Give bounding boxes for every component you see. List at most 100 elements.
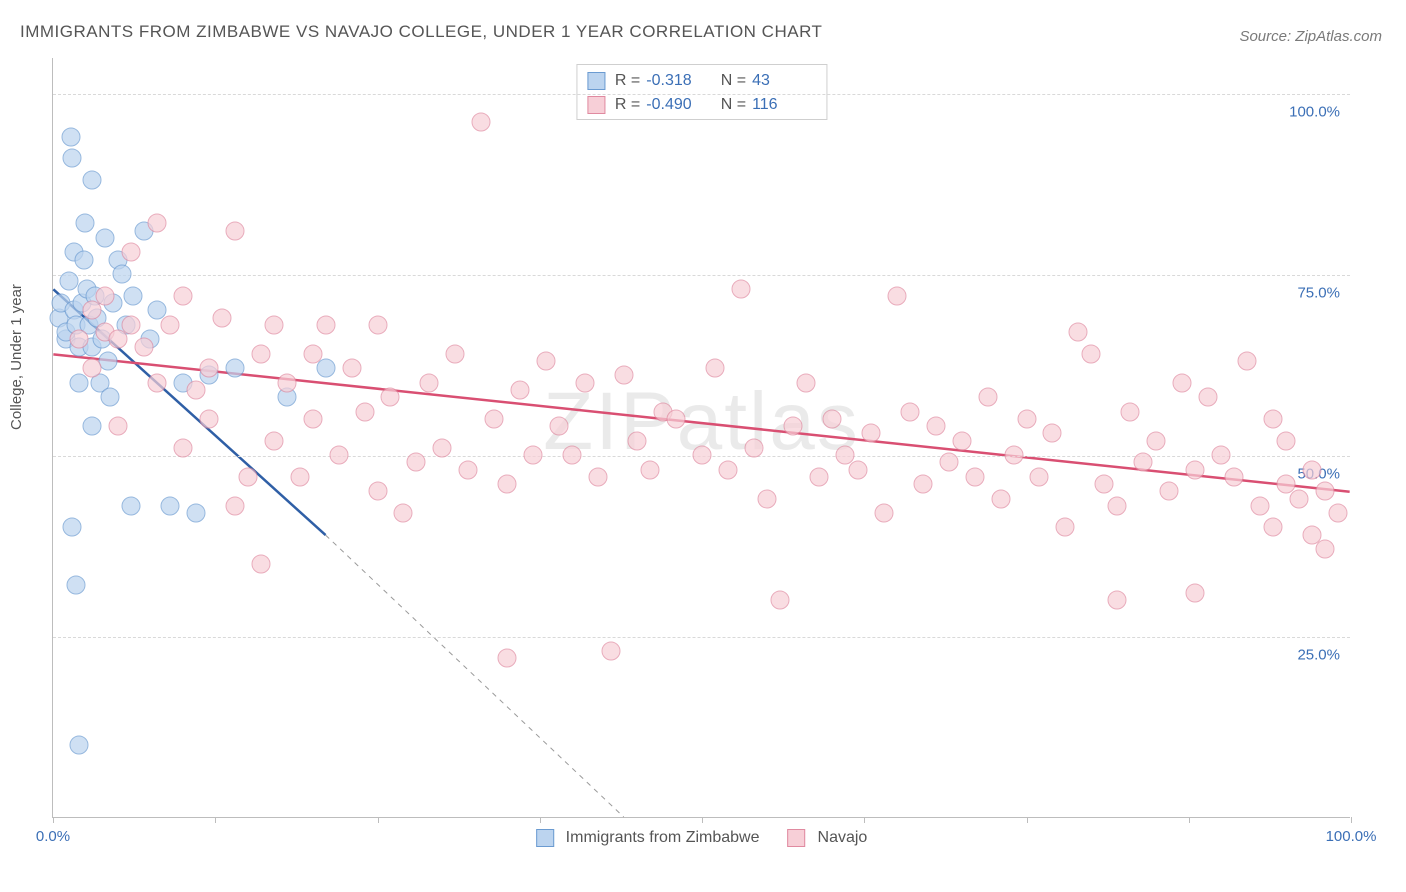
scatter-point — [75, 250, 94, 269]
y-tick-label: 100.0% — [1289, 104, 1340, 121]
scatter-point — [1069, 323, 1088, 342]
scatter-point — [108, 417, 127, 436]
scatter-point — [147, 214, 166, 233]
legend-r-value: -0.490 — [646, 93, 710, 117]
scatter-point — [822, 409, 841, 428]
scatter-point — [1212, 446, 1231, 465]
scatter-point — [1121, 402, 1140, 421]
scatter-point — [900, 402, 919, 421]
legend-r-value: -0.318 — [646, 69, 710, 93]
scatter-point — [303, 409, 322, 428]
scatter-point — [965, 467, 984, 486]
scatter-point — [615, 366, 634, 385]
scatter-point — [420, 373, 439, 392]
scatter-point — [991, 489, 1010, 508]
scatter-point — [121, 496, 140, 515]
scatter-point — [939, 453, 958, 472]
scatter-point — [498, 648, 517, 667]
legend-swatch — [536, 829, 554, 847]
y-tick-label: 25.0% — [1297, 647, 1340, 664]
scatter-point — [124, 286, 143, 305]
x-tick-mark — [1027, 817, 1028, 823]
scatter-point — [238, 467, 257, 486]
scatter-point — [602, 641, 621, 660]
scatter-point — [913, 475, 932, 494]
scatter-point — [59, 272, 78, 291]
scatter-point — [329, 446, 348, 465]
scatter-point — [1303, 460, 1322, 479]
scatter-point — [225, 221, 244, 240]
scatter-point — [978, 388, 997, 407]
legend-r-label: R = — [615, 93, 640, 117]
scatter-point — [134, 337, 153, 356]
scatter-point — [446, 344, 465, 363]
scatter-point — [225, 359, 244, 378]
scatter-point — [874, 504, 893, 523]
scatter-point — [1147, 431, 1166, 450]
scatter-point — [251, 344, 270, 363]
gridline-h — [53, 275, 1350, 276]
scatter-point — [887, 286, 906, 305]
legend-stat-row: R =-0.490 N =116 — [587, 93, 816, 117]
scatter-point — [770, 590, 789, 609]
scatter-point — [524, 446, 543, 465]
scatter-point — [718, 460, 737, 479]
scatter-point — [76, 214, 95, 233]
scatter-point — [1290, 489, 1309, 508]
scatter-point — [355, 402, 374, 421]
scatter-point — [693, 446, 712, 465]
scatter-point — [316, 315, 335, 334]
legend-label: Immigrants from Zimbabwe — [566, 829, 760, 847]
scatter-point — [731, 279, 750, 298]
scatter-point — [498, 475, 517, 494]
scatter-point — [1316, 482, 1335, 501]
scatter-point — [1108, 496, 1127, 515]
scatter-point — [173, 286, 192, 305]
x-tick-mark — [1189, 817, 1190, 823]
scatter-point — [1186, 583, 1205, 602]
gridline-h — [53, 94, 1350, 95]
scatter-point — [796, 373, 815, 392]
scatter-point — [1329, 504, 1348, 523]
scatter-point — [1043, 424, 1062, 443]
x-tick-label: 0.0% — [36, 828, 70, 845]
scatter-point — [641, 460, 660, 479]
scatter-point — [173, 438, 192, 457]
scatter-point — [757, 489, 776, 508]
trend-line-extrapolation — [326, 535, 624, 817]
scatter-point — [485, 409, 504, 428]
scatter-point — [1017, 409, 1036, 428]
scatter-point — [63, 518, 82, 537]
scatter-point — [95, 286, 114, 305]
scatter-point — [316, 359, 335, 378]
legend-swatch — [788, 829, 806, 847]
scatter-point — [277, 373, 296, 392]
scatter-point — [101, 388, 120, 407]
scatter-point — [783, 417, 802, 436]
scatter-point — [952, 431, 971, 450]
scatter-point — [537, 352, 556, 371]
x-tick-mark — [53, 817, 54, 823]
scatter-point — [264, 315, 283, 334]
plot-area: ZIPatlas R =-0.318 N =43R =-0.490 N =116… — [52, 58, 1350, 818]
scatter-point — [63, 149, 82, 168]
scatter-point — [82, 417, 101, 436]
scatter-point — [303, 344, 322, 363]
scatter-point — [67, 576, 86, 595]
scatter-point — [381, 388, 400, 407]
scatter-point — [225, 496, 244, 515]
x-tick-label: 100.0% — [1326, 828, 1377, 845]
scatter-point — [744, 438, 763, 457]
scatter-point — [433, 438, 452, 457]
scatter-point — [290, 467, 309, 486]
scatter-point — [368, 315, 387, 334]
scatter-point — [147, 373, 166, 392]
legend-item: Immigrants from Zimbabwe — [536, 829, 760, 847]
x-tick-mark — [378, 817, 379, 823]
x-tick-mark — [702, 817, 703, 823]
scatter-point — [1225, 467, 1244, 486]
legend-swatch — [587, 72, 605, 90]
legend-n-label: N = — [716, 69, 746, 93]
scatter-point — [861, 424, 880, 443]
scatter-point — [82, 359, 101, 378]
